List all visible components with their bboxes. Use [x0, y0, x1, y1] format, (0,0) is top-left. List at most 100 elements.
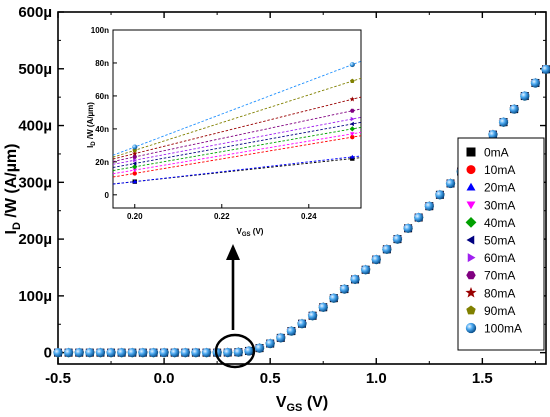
inset-data-point	[349, 108, 355, 113]
main-x-tick-label: -0.5	[45, 370, 71, 387]
inset-fit-line	[112, 108, 362, 162]
legend-marker	[466, 182, 476, 191]
data-point	[530, 78, 540, 88]
inset-data-point	[132, 144, 138, 150]
inset-fit-line	[112, 131, 362, 175]
legend-item: 90mA	[466, 304, 515, 318]
main-y-tick-label: 300µ	[18, 174, 52, 191]
legend-item: 50mA	[466, 234, 515, 248]
data-point	[520, 91, 530, 101]
highlight-circle	[214, 333, 256, 369]
data-point	[95, 348, 106, 358]
legend-label: 80mA	[484, 286, 515, 300]
legend-label: 20mA	[484, 181, 515, 195]
annotation-arrow-head	[226, 244, 240, 260]
main-x-tick-label: 0.0	[154, 370, 175, 387]
main-x-axis-title: VGS (V)	[276, 394, 328, 414]
data-point	[350, 274, 360, 285]
inset-series-50mA	[112, 121, 362, 168]
legend-marker	[465, 286, 477, 298]
inset-y-tick-label: 80n	[95, 59, 109, 68]
main-y-axis-title: ID /W (A/µm)	[3, 144, 23, 235]
data-point	[435, 190, 445, 200]
inset-fit-line	[112, 121, 362, 168]
main-x-tick-label: 0.5	[260, 370, 281, 387]
inset-data-point	[350, 156, 355, 161]
inset-series-70mA	[112, 108, 362, 162]
inset-data-point	[350, 78, 355, 84]
inset-fit-line	[112, 135, 362, 178]
data-point	[64, 348, 74, 358]
data-point	[148, 348, 159, 358]
inset-fit-line	[112, 157, 362, 185]
inset-data-point	[133, 158, 137, 163]
data-point	[127, 348, 137, 358]
data-point	[488, 130, 498, 140]
main-y-tick-label: 400µ	[18, 118, 52, 135]
data-point	[254, 343, 265, 353]
inset-data-point	[349, 126, 355, 132]
inset-data-point	[350, 121, 354, 127]
inset-x-axis-title: VGS (V)	[237, 227, 264, 238]
legend-marker	[466, 235, 475, 245]
legend-item: 0mA	[466, 146, 509, 160]
data-point	[382, 244, 392, 254]
inset-data-point	[350, 116, 355, 122]
inset-y-tick-label: 20n	[95, 158, 109, 167]
legend-label: 40mA	[484, 216, 515, 230]
inset-series-10mA	[112, 134, 362, 178]
inset-x-tick-label: 0.24	[301, 212, 317, 221]
inset-fit-line	[112, 60, 362, 156]
inset-data-point	[349, 96, 356, 102]
main-y-tick-label: 0	[44, 345, 52, 362]
data-point	[414, 212, 424, 223]
data-point	[106, 348, 116, 358]
inset-y-tick-label: 0	[105, 191, 110, 200]
data-point	[233, 347, 243, 357]
main-x-tick-label: 1.5	[472, 370, 493, 387]
data-point	[74, 348, 84, 358]
inset-data-point	[349, 62, 355, 68]
data-point	[85, 348, 95, 358]
main-ticks: -0.5 0.0 0.5 1.0 1.5 0 100µ 200µ 300µ 400µ 500µ 600…	[18, 4, 546, 387]
inset-data-point	[132, 171, 137, 176]
data-point	[201, 348, 212, 358]
main-y-tick-label: 200µ	[18, 231, 52, 248]
inset-series-80mA	[112, 96, 362, 160]
legend-marker	[467, 253, 476, 263]
data-point	[329, 293, 339, 303]
inset-fit-line	[112, 77, 362, 158]
data-point	[244, 346, 254, 356]
data-point	[180, 348, 190, 358]
data-point	[339, 284, 350, 294]
inset-data-point	[350, 154, 355, 159]
inset-y-tick-label: 60n	[95, 92, 109, 101]
main-y-tick-label: 100µ	[18, 288, 52, 305]
legend-item: 10mA	[466, 163, 515, 177]
data-point	[159, 348, 169, 358]
legend-item: 40mA	[465, 216, 515, 230]
legend-marker	[466, 201, 476, 210]
data-point	[308, 311, 318, 321]
data-point	[361, 265, 371, 275]
inset-series-lines	[112, 60, 362, 185]
data-point	[117, 348, 127, 358]
series-100mA	[53, 64, 550, 358]
legend-item: 70mA	[466, 269, 515, 283]
main-y-tick-label: 600µ	[18, 4, 52, 21]
data-point	[170, 348, 180, 358]
inset-fit-line	[112, 126, 362, 172]
legend-marker	[465, 322, 477, 334]
inset-series-30mA	[112, 131, 362, 175]
inset-data-point	[132, 150, 138, 156]
legend-marker	[466, 147, 476, 157]
inset-plot-frame	[112, 29, 362, 209]
legend-item: 60mA	[467, 251, 515, 265]
legend: 0mA 10mA 20mA 30mA 40mA 50mA 60mA 70mA 80mA 90mA 1…	[465, 146, 522, 336]
inset-fit-line	[112, 155, 362, 185]
data-point	[424, 201, 434, 211]
legend-item: 20mA	[466, 181, 515, 195]
legend-label: 30mA	[484, 198, 515, 212]
data-point	[445, 178, 456, 189]
